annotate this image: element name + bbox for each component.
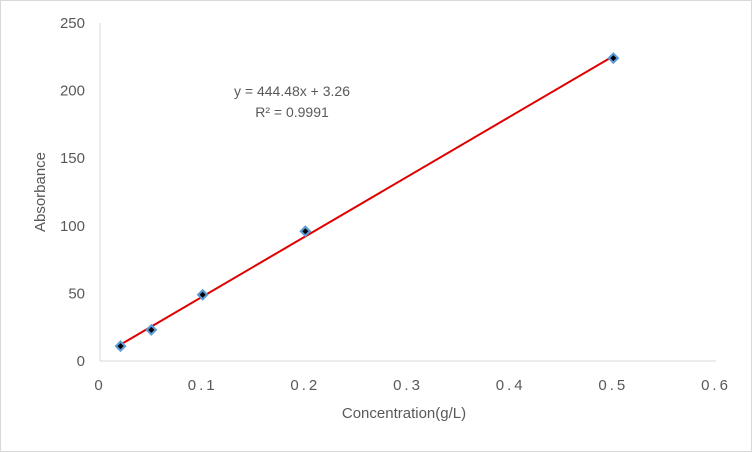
point-marker-inner — [610, 55, 617, 62]
data-point — [196, 288, 209, 301]
point-marker-inner — [199, 291, 206, 298]
y-tick-label: 150 — [60, 150, 85, 167]
x-tick-label: 0.6 — [701, 377, 731, 394]
x-tick-label: 0.1 — [188, 377, 218, 394]
x-tick-label: 0.4 — [496, 377, 526, 394]
x-axis-title: Concentration(g/L) — [342, 405, 466, 422]
y-tick-label: 50 — [68, 285, 85, 302]
point-marker-inner — [117, 343, 124, 350]
y-tick-label: 250 — [60, 15, 85, 32]
data-point — [114, 340, 127, 353]
data-points — [114, 52, 620, 353]
x-tick-label: 0.2 — [290, 377, 320, 394]
data-point — [299, 225, 312, 238]
trendline — [120, 55, 614, 346]
point-marker-inner — [148, 326, 155, 333]
x-tick-label: 0 — [94, 377, 105, 394]
y-axis-title: Absorbance — [32, 152, 49, 232]
x-tick-label: 0.5 — [598, 377, 628, 394]
y-tick-label: 100 — [60, 218, 85, 235]
data-point — [145, 323, 158, 336]
x-axis-ticks: 0 0.1 0.2 0.3 0.4 0.5 0.6 — [94, 377, 731, 394]
y-tick-label: 0 — [77, 353, 85, 370]
data-point — [607, 52, 620, 65]
point-marker-inner — [302, 228, 309, 235]
trendline-r2: R² = 0.9991 — [255, 104, 329, 120]
x-tick-label: 0.3 — [393, 377, 423, 394]
y-axis-ticks: 0 50 100 150 200 250 — [60, 15, 85, 370]
trendline-equation: y = 444.48x + 3.26 — [234, 83, 350, 99]
y-tick-label: 200 — [60, 83, 85, 100]
